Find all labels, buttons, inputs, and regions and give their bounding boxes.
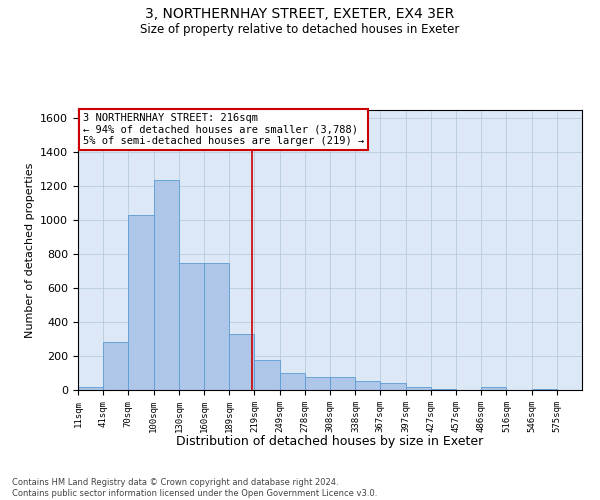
Bar [78, 386, 103, 390]
Text: 3, NORTHERNHAY STREET, EXETER, EX4 3ER: 3, NORTHERNHAY STREET, EXETER, EX4 3ER [145, 8, 455, 22]
Text: Size of property relative to detached houses in Exeter: Size of property relative to detached ho… [140, 22, 460, 36]
Bar [254, 360, 280, 390]
Bar [406, 386, 431, 390]
Bar [103, 342, 128, 390]
Bar [154, 180, 179, 390]
Bar [280, 373, 305, 390]
Text: Contains HM Land Registry data © Crown copyright and database right 2024.
Contai: Contains HM Land Registry data © Crown c… [12, 478, 377, 498]
Bar [431, 389, 457, 390]
Bar [305, 378, 330, 390]
Bar [128, 215, 154, 390]
Bar [205, 262, 229, 390]
Text: 3 NORTHERNHAY STREET: 216sqm
← 94% of detached houses are smaller (3,788)
5% of : 3 NORTHERNHAY STREET: 216sqm ← 94% of de… [83, 113, 364, 146]
Bar [229, 334, 254, 390]
Bar [179, 262, 205, 390]
Bar [330, 378, 355, 390]
Text: Distribution of detached houses by size in Exeter: Distribution of detached houses by size … [176, 435, 484, 448]
Y-axis label: Number of detached properties: Number of detached properties [25, 162, 35, 338]
Bar [355, 380, 380, 390]
Bar [532, 389, 557, 390]
Bar [380, 383, 406, 390]
Bar [481, 386, 506, 390]
